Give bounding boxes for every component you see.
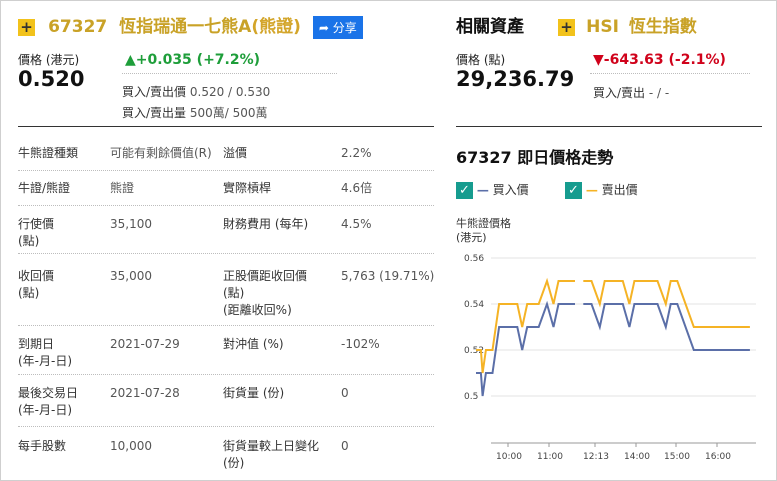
warrant-change: ▲+0.035 (+7.2%) — [125, 52, 261, 68]
add-watchlist-icon[interactable]: + — [18, 19, 35, 36]
related-price: 29,236.79 — [456, 67, 575, 91]
col2-label: 實際槓桿 — [223, 181, 272, 195]
checkbox-checked-icon[interactable]: ✓ — [456, 182, 473, 199]
divider — [122, 73, 337, 74]
col2-label: 街貨量較上日變化 (份) — [223, 439, 320, 470]
col1-value: 熊證 — [110, 181, 135, 195]
share-label: 分享 — [332, 21, 357, 35]
price-chart: 0.56 0.54 0.52 0.5 10:00 11:00 12:13 14:00 15:00… — [464, 254, 756, 462]
col1-label: 每手股數 — [18, 439, 67, 453]
col2-label: 財務費用 (每年) — [223, 217, 309, 231]
col1-value: 2021-07-29 — [110, 337, 180, 351]
share-button[interactable]: ➦ 分享 — [312, 16, 363, 39]
y-tick-label: 0.56 — [464, 254, 484, 264]
col2-label: 正股價距收回價 (點) (距離收回%) — [223, 269, 308, 317]
bid-series-line — [476, 300, 575, 397]
col2-label: 街貨量 (份) — [223, 386, 285, 400]
col2-value: 4.6倍 — [341, 181, 373, 195]
col2-value: 2.2% — [341, 146, 372, 160]
x-tick-label: 12:13 — [583, 452, 609, 462]
row-divider — [18, 374, 434, 375]
legend-bid[interactable]: ✓ — 買入價 — [456, 181, 529, 199]
related-bid-ask-value: - / - — [648, 86, 670, 100]
up-arrow-icon: ▲ — [125, 52, 136, 68]
bid-ask-qty-value: 500萬/ 500萬 — [189, 106, 268, 120]
warrant-price: 0.520 — [18, 67, 85, 91]
legend-ask-label: 賣出價 — [601, 183, 638, 197]
col2-value: 4.5% — [341, 217, 372, 231]
col1-label: 到期日 (年-月-日) — [18, 337, 73, 368]
row-divider — [18, 205, 434, 206]
y-tick-label: 0.54 — [464, 300, 484, 310]
col2-label: 溢價 — [223, 146, 248, 160]
chart-ylabel: 牛熊證價格 (港元) — [456, 217, 511, 244]
col1-value: 可能有剩餘價值(R) — [110, 146, 212, 160]
x-tick-label: 16:00 — [705, 452, 731, 462]
col1-label: 行使價 (點) — [18, 217, 55, 248]
row-divider — [18, 426, 434, 427]
legend-bid-line: — — [476, 183, 489, 197]
bid-ask-qty-row: 買入/賣出量 500萬/ 500萬 — [122, 106, 268, 120]
col1-label: 最後交易日 (年-月-日) — [18, 386, 79, 417]
col1-value: 2021-07-28 — [110, 386, 180, 400]
share-icon: ➦ — [318, 21, 329, 35]
bid-ask-row: 買入/賣出價 0.520 / 0.530 — [122, 85, 271, 99]
legend-ask[interactable]: ✓ — 賣出價 — [565, 181, 638, 199]
x-tick-label: 14:00 — [624, 452, 650, 462]
related-change: ▼-643.63 (-2.1%) — [593, 52, 726, 68]
warrant-header: + 67327 恆指瑞通一七熊A(熊證) ➦ 分享 — [18, 12, 363, 39]
related-assets-title: 相關資產 — [456, 17, 524, 37]
warrant-type-tag: (熊證) — [251, 17, 301, 37]
related-code: HSI — [586, 17, 619, 37]
x-tick-label: 15:00 — [664, 452, 690, 462]
warrant-name: 恆指瑞通一七熊A — [119, 17, 252, 37]
down-arrow-icon: ▼ — [593, 52, 604, 68]
warrant-code: 67327 — [48, 17, 108, 37]
related-name: 恆生指數 — [628, 17, 697, 37]
col1-value: 35,100 — [110, 217, 152, 231]
legend-bid-label: 買入價 — [492, 183, 529, 197]
col1-label: 牛證/熊證 — [18, 181, 71, 195]
y-tick-label: 0.52 — [464, 346, 484, 356]
price-label: 價格 (港元) — [18, 53, 80, 67]
y-tick-label: 0.5 — [464, 392, 478, 402]
related-price-label: 價格 (點) — [456, 53, 506, 67]
related-header: + HSI 恆生指數 — [558, 12, 697, 37]
chart-top-rule — [456, 126, 762, 127]
related-bid-ask-row: 買入/賣出 - / - — [593, 86, 670, 100]
col1-label: 牛熊證種類 — [18, 146, 79, 160]
chart-title: 67327 即日價格走勢 — [456, 148, 614, 167]
legend-ask-line: — — [585, 183, 598, 197]
col2-value: 5,763 (19.71%) — [341, 269, 435, 283]
col2-value: 0 — [341, 439, 349, 453]
x-tick-label: 11:00 — [537, 452, 563, 462]
row-divider — [18, 170, 434, 171]
col2-label: 對沖值 (%) — [223, 337, 284, 351]
col2-value: -102% — [341, 337, 380, 351]
ask-series-line — [583, 280, 750, 328]
row-divider — [18, 325, 434, 326]
col1-label: 收回價 (點) — [18, 269, 55, 300]
add-watchlist-icon[interactable]: + — [558, 19, 575, 36]
bid-series-line — [583, 303, 750, 351]
checkbox-checked-icon[interactable]: ✓ — [565, 182, 582, 199]
ask-series-line — [476, 277, 575, 374]
x-tick-label: 10:00 — [496, 452, 522, 462]
col2-value: 0 — [341, 386, 349, 400]
col1-value: 10,000 — [110, 439, 152, 453]
divider — [590, 73, 750, 74]
details-top-rule — [18, 126, 434, 127]
col1-value: 35,000 — [110, 269, 152, 283]
row-divider — [18, 253, 434, 254]
bid-ask-value: 0.520 / 0.530 — [189, 85, 271, 99]
